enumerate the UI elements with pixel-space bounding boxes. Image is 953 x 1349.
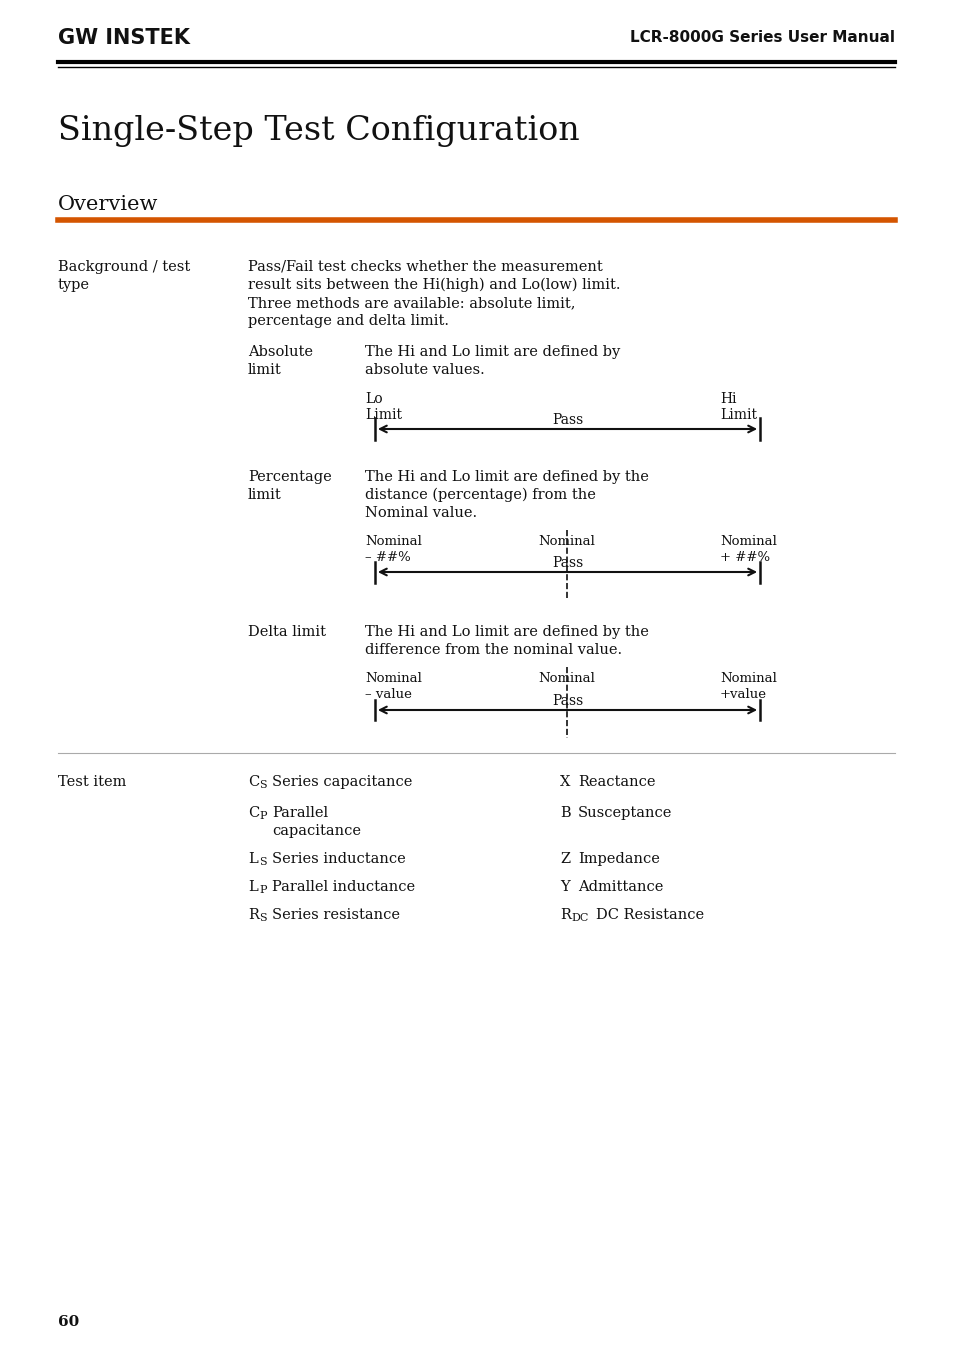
Text: – ##%: – ##% [365,550,411,564]
Text: type: type [58,278,90,291]
Text: Susceptance: Susceptance [578,805,672,820]
Text: Nominal: Nominal [538,672,595,685]
Text: The Hi and Lo limit are defined by: The Hi and Lo limit are defined by [365,345,619,359]
Text: distance (percentage) from the: distance (percentage) from the [365,488,596,502]
Text: Series inductance: Series inductance [272,853,405,866]
Text: Y: Y [559,880,569,894]
Text: L: L [248,880,257,894]
Text: Absolute: Absolute [248,345,313,359]
Text: Single-Step Test Configuration: Single-Step Test Configuration [58,115,579,147]
Text: Series capacitance: Series capacitance [272,774,412,789]
Text: B: B [559,805,570,820]
Text: P: P [258,811,266,822]
Text: C: C [248,805,259,820]
Text: Limit: Limit [720,407,757,422]
Text: Parallel inductance: Parallel inductance [272,880,415,894]
Text: P: P [258,885,266,894]
Text: +value: +value [720,688,766,701]
Text: DC: DC [571,913,588,923]
Text: Three methods are available: absolute limit,: Three methods are available: absolute li… [248,295,575,310]
Text: limit: limit [248,363,281,376]
Text: GW INSTEK: GW INSTEK [58,28,190,49]
Text: Limit: Limit [365,407,401,422]
Text: LCR-8000G Series User Manual: LCR-8000G Series User Manual [629,31,894,46]
Text: Pass: Pass [551,556,582,571]
Text: Impedance: Impedance [578,853,659,866]
Text: Nominal: Nominal [720,536,776,548]
Text: + ##%: + ##% [720,550,769,564]
Text: Hi: Hi [720,393,736,406]
Text: Overview: Overview [58,196,158,214]
Text: Reactance: Reactance [578,774,655,789]
Text: S: S [258,913,266,923]
Text: X: X [559,774,570,789]
Text: The Hi and Lo limit are defined by the: The Hi and Lo limit are defined by the [365,625,648,639]
Text: Pass: Pass [551,413,582,428]
Text: The Hi and Lo limit are defined by the: The Hi and Lo limit are defined by the [365,469,648,484]
Text: Series resistance: Series resistance [272,908,399,921]
Text: Percentage: Percentage [248,469,332,484]
Text: percentage and delta limit.: percentage and delta limit. [248,314,449,328]
Text: result sits between the Hi(high) and Lo(low) limit.: result sits between the Hi(high) and Lo(… [248,278,619,293]
Text: limit: limit [248,488,281,502]
Text: Delta limit: Delta limit [248,625,326,639]
Text: Nominal: Nominal [538,536,595,548]
Text: Z: Z [559,853,570,866]
Text: S: S [258,857,266,867]
Text: Parallel: Parallel [272,805,328,820]
Text: – value: – value [365,688,412,701]
Text: Lo: Lo [365,393,382,406]
Text: Pass: Pass [551,693,582,708]
Text: Nominal: Nominal [720,672,776,685]
Text: Test item: Test item [58,774,126,789]
Text: DC Resistance: DC Resistance [596,908,703,921]
Text: L: L [248,853,257,866]
Text: S: S [258,780,266,791]
Text: Nominal: Nominal [365,672,421,685]
Text: R: R [248,908,258,921]
Text: R: R [559,908,570,921]
Text: Pass/Fail test checks whether the measurement: Pass/Fail test checks whether the measur… [248,260,602,274]
Text: 60: 60 [58,1315,79,1329]
Text: Nominal: Nominal [365,536,421,548]
Text: difference from the nominal value.: difference from the nominal value. [365,643,621,657]
Text: Nominal value.: Nominal value. [365,506,476,519]
Text: capacitance: capacitance [272,824,360,838]
Text: absolute values.: absolute values. [365,363,484,376]
Text: C: C [248,774,259,789]
Text: Background / test: Background / test [58,260,190,274]
Text: Admittance: Admittance [578,880,662,894]
